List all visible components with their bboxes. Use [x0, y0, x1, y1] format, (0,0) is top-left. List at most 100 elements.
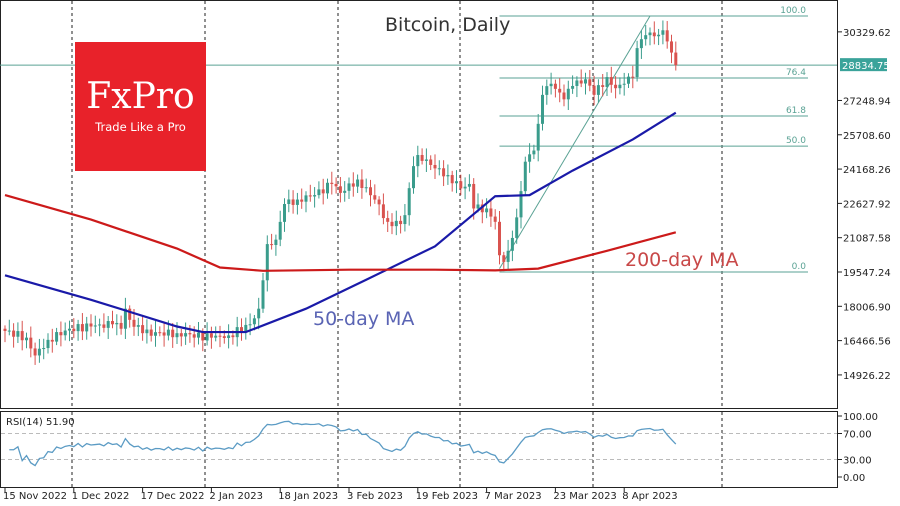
candle-body	[244, 324, 248, 332]
candle-body	[231, 335, 235, 338]
candle-body	[472, 183, 476, 209]
candle-body	[515, 217, 519, 238]
candle-body	[605, 77, 609, 87]
candle-body	[467, 183, 471, 187]
rsi-line	[9, 420, 677, 467]
candle-body	[657, 34, 661, 37]
candle-body	[166, 329, 170, 336]
candle-body	[575, 80, 579, 86]
date-tick-label: 19 Feb 2023	[416, 491, 478, 502]
candle-body	[123, 308, 127, 329]
date-tick-label: 18 Jan 2023	[278, 491, 338, 502]
fib-level-label: 61.8	[786, 106, 806, 116]
candle-body	[373, 195, 377, 200]
candle-body	[622, 83, 626, 85]
date-tick-label: 17 Dec 2022	[141, 491, 205, 502]
fxpro-logo: FxPro Trade Like a Pro	[75, 42, 206, 171]
candle-body	[502, 255, 506, 262]
candle-body	[308, 195, 312, 197]
candle-body	[136, 325, 140, 327]
candle-body	[201, 332, 205, 341]
candle-body	[528, 154, 532, 162]
candle-body	[450, 175, 454, 184]
candle-body	[98, 324, 102, 326]
candle-body	[334, 183, 338, 187]
candle-body	[59, 332, 63, 336]
candle-body	[463, 186, 467, 189]
candle-body	[218, 335, 222, 337]
candle-body	[205, 333, 209, 341]
candle-body	[141, 325, 145, 334]
candle-body	[618, 84, 622, 89]
candle-body	[635, 48, 639, 78]
candle-body	[670, 41, 673, 53]
candle-body	[149, 329, 153, 336]
candle-body	[412, 166, 415, 189]
candle-body	[317, 189, 321, 196]
candle-body	[76, 324, 80, 332]
rsi-tick-label: 100.00	[843, 412, 878, 423]
candle-body	[209, 333, 213, 338]
date-tick-label: 3 Feb 2023	[347, 491, 403, 502]
candle-body	[558, 88, 562, 93]
candle-body	[399, 220, 403, 225]
current-price-badge	[840, 58, 887, 72]
candle-body	[347, 183, 351, 191]
fib-level-label: 50.0	[786, 136, 806, 146]
candle-body	[162, 332, 166, 336]
candle-body	[420, 155, 424, 161]
candle-body	[33, 348, 37, 356]
candle-body	[154, 332, 157, 336]
candle-body	[93, 325, 97, 327]
candle-body	[644, 35, 648, 40]
date-tick-label: 8 Apr 2023	[622, 491, 677, 502]
candle-body	[197, 332, 200, 338]
candle-body	[300, 199, 304, 202]
candle-body	[46, 339, 50, 349]
candle-body	[274, 239, 278, 246]
candle-body	[549, 83, 553, 87]
candle-body	[115, 322, 119, 325]
candle-body	[55, 332, 59, 342]
candle-body	[214, 335, 218, 338]
candle-body	[639, 39, 643, 49]
fib-level-label: 0.0	[792, 262, 807, 272]
candle-body	[158, 332, 162, 334]
candle-body	[132, 319, 136, 327]
candle-body	[661, 30, 665, 35]
rsi-label: RSI(14) 51.90	[6, 417, 75, 428]
price-tick-label: 18006.90	[843, 302, 891, 313]
price-tick-label: 30329.62	[843, 28, 891, 39]
candle-body	[455, 181, 458, 184]
candle-body	[562, 92, 566, 100]
candle-body	[424, 159, 428, 161]
current-price-label: 28834.75	[842, 61, 890, 72]
candle-body	[596, 85, 600, 95]
candle-body	[429, 159, 433, 165]
candle-body	[106, 321, 110, 328]
candle-body	[609, 77, 613, 85]
candle-body	[278, 221, 282, 240]
candle-body	[304, 195, 308, 202]
candle-body	[29, 337, 33, 349]
rsi-pane-border	[0, 411, 838, 488]
candle-body	[240, 327, 243, 332]
candle-body	[252, 318, 256, 325]
candle-body	[3, 328, 7, 331]
candle-body	[184, 333, 188, 337]
candle-body	[601, 85, 605, 87]
candle-body	[7, 330, 11, 332]
candle-body	[188, 333, 192, 335]
date-tick-label: 1 Dec 2022	[72, 491, 130, 502]
candle-body	[50, 339, 54, 342]
price-tick-label: 14926.22	[843, 371, 891, 382]
candle-body	[407, 188, 411, 216]
date-tick-label: 7 Mar 2023	[485, 491, 542, 502]
date-tick-label: 2 Jan 2023	[209, 491, 263, 502]
candle-body	[416, 155, 420, 167]
candle-body	[16, 331, 20, 337]
rsi-tick-label: 30.00	[843, 456, 872, 467]
chart-title: Bitcoin, Daily	[385, 14, 510, 36]
